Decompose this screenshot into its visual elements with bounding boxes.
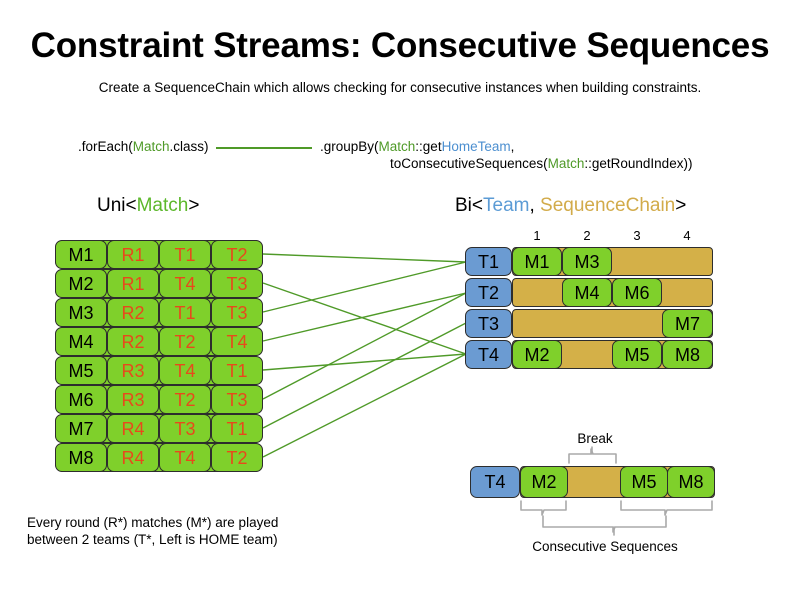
code-toseq-suffix: ::getRoundIndex)) [584,156,693,171]
page-subtitle: Create a SequenceChain which allows chec… [98,80,702,95]
cell-round[interactable]: R2 [107,298,159,327]
code-groupby-prefix: .groupBy( [320,139,379,154]
column-header-4: 4 [683,228,691,243]
detail-team-label[interactable]: T4 [470,466,520,498]
team-label[interactable]: T2 [465,278,512,307]
cell-home[interactable]: T2 [159,327,211,356]
bi-heading-type-team: Team [483,195,530,216]
footnote-line-2: between 2 teams (T*, Left is HOME team) [27,532,278,547]
cell-match[interactable]: M2 [55,269,107,298]
sequence-cell[interactable]: M7 [662,309,713,338]
code-toseq-prefix: toConsecutiveSequences( [390,156,548,171]
consecutive-sequences-label: Consecutive Sequences [532,539,678,554]
cell-round[interactable]: R3 [107,356,159,385]
cell-match[interactable]: M6 [55,385,107,414]
detail-cell[interactable]: M8 [667,466,715,498]
cell-away[interactable]: T1 [211,356,263,385]
cell-match[interactable]: M3 [55,298,107,327]
column-header-2: 2 [583,228,591,243]
cell-round[interactable]: R1 [107,269,159,298]
sequence-cell[interactable]: M1 [512,247,562,276]
code-foreach-suffix: .class) [169,139,209,154]
cell-home[interactable]: T3 [159,414,211,443]
uni-heading-type: Match [136,195,189,216]
cell-home[interactable]: T2 [159,385,211,414]
cell-round[interactable]: R4 [107,414,159,443]
code-foreach: .forEach(Match.class) [78,139,209,154]
cell-away[interactable]: T4 [211,327,263,356]
bi-heading-comma: , [529,195,541,216]
uni-heading-prefix: Uni< [97,195,137,216]
cell-match[interactable]: M1 [55,240,107,269]
cell-home[interactable]: T1 [159,240,211,269]
code-groupby-line1: .groupBy(Match::getHomeTeam, [320,139,514,154]
bi-heading-type-seqchain: SequenceChain [540,195,676,216]
sequence-cell[interactable]: M2 [512,340,562,369]
sequence-cell[interactable]: M6 [612,278,662,307]
team-label[interactable]: T3 [465,309,512,338]
team-label[interactable]: T1 [465,247,512,276]
cell-round[interactable]: R2 [107,327,159,356]
footnote-line-1: Every round (R*) matches (M*) are played [27,515,279,530]
detail-cell[interactable]: M2 [520,466,568,498]
bi-heading-suffix: > [675,195,687,216]
cell-away[interactable]: T3 [211,269,263,298]
team-label[interactable]: T4 [465,340,512,369]
uni-heading-suffix: > [188,195,200,216]
code-foreach-type: Match [132,139,170,154]
footnote: Every round (R*) matches (M*) are played… [27,514,278,548]
cell-home[interactable]: T1 [159,298,211,327]
code-foreach-prefix: .forEach( [78,139,133,154]
cell-home[interactable]: T4 [159,443,211,472]
cell-match[interactable]: M4 [55,327,107,356]
sequence-cell[interactable]: M3 [562,247,612,276]
uni-heading: Uni<Match> [97,195,199,217]
cell-round[interactable]: R4 [107,443,159,472]
cell-match[interactable]: M7 [55,414,107,443]
bi-heading: Bi<Team, SequenceChain> [455,195,686,217]
sequence-cell[interactable]: M8 [662,340,713,369]
detail-cell[interactable]: M5 [620,466,668,498]
sequence-cell[interactable]: M4 [562,278,612,307]
code-connector-line [216,147,312,149]
cell-round[interactable]: R3 [107,385,159,414]
column-header-3: 3 [633,228,641,243]
code-groupby-mid: ::get [415,139,442,154]
code-groupby-type: Match [378,139,416,154]
cell-away[interactable]: T2 [211,240,263,269]
cell-round[interactable]: R1 [107,240,159,269]
cell-away[interactable]: T3 [211,298,263,327]
code-groupby-accessor: HomeTeam [441,139,511,154]
break-label: Break [577,431,613,446]
code-groupby-line2: toConsecutiveSequences(Match::getRoundIn… [390,156,692,171]
cell-match[interactable]: M8 [55,443,107,472]
cell-home[interactable]: T4 [159,269,211,298]
column-header-1: 1 [533,228,541,243]
cell-away[interactable]: T3 [211,385,263,414]
code-groupby-suffix: , [510,139,515,154]
cell-away[interactable]: T1 [211,414,263,443]
bi-heading-prefix: Bi< [455,195,483,216]
cell-home[interactable]: T4 [159,356,211,385]
sequence-cell[interactable]: M5 [612,340,662,369]
code-toseq-type: Match [547,156,585,171]
page-title: Constraint Streams: Consecutive Sequence… [30,26,770,65]
cell-away[interactable]: T2 [211,443,263,472]
cell-match[interactable]: M5 [55,356,107,385]
